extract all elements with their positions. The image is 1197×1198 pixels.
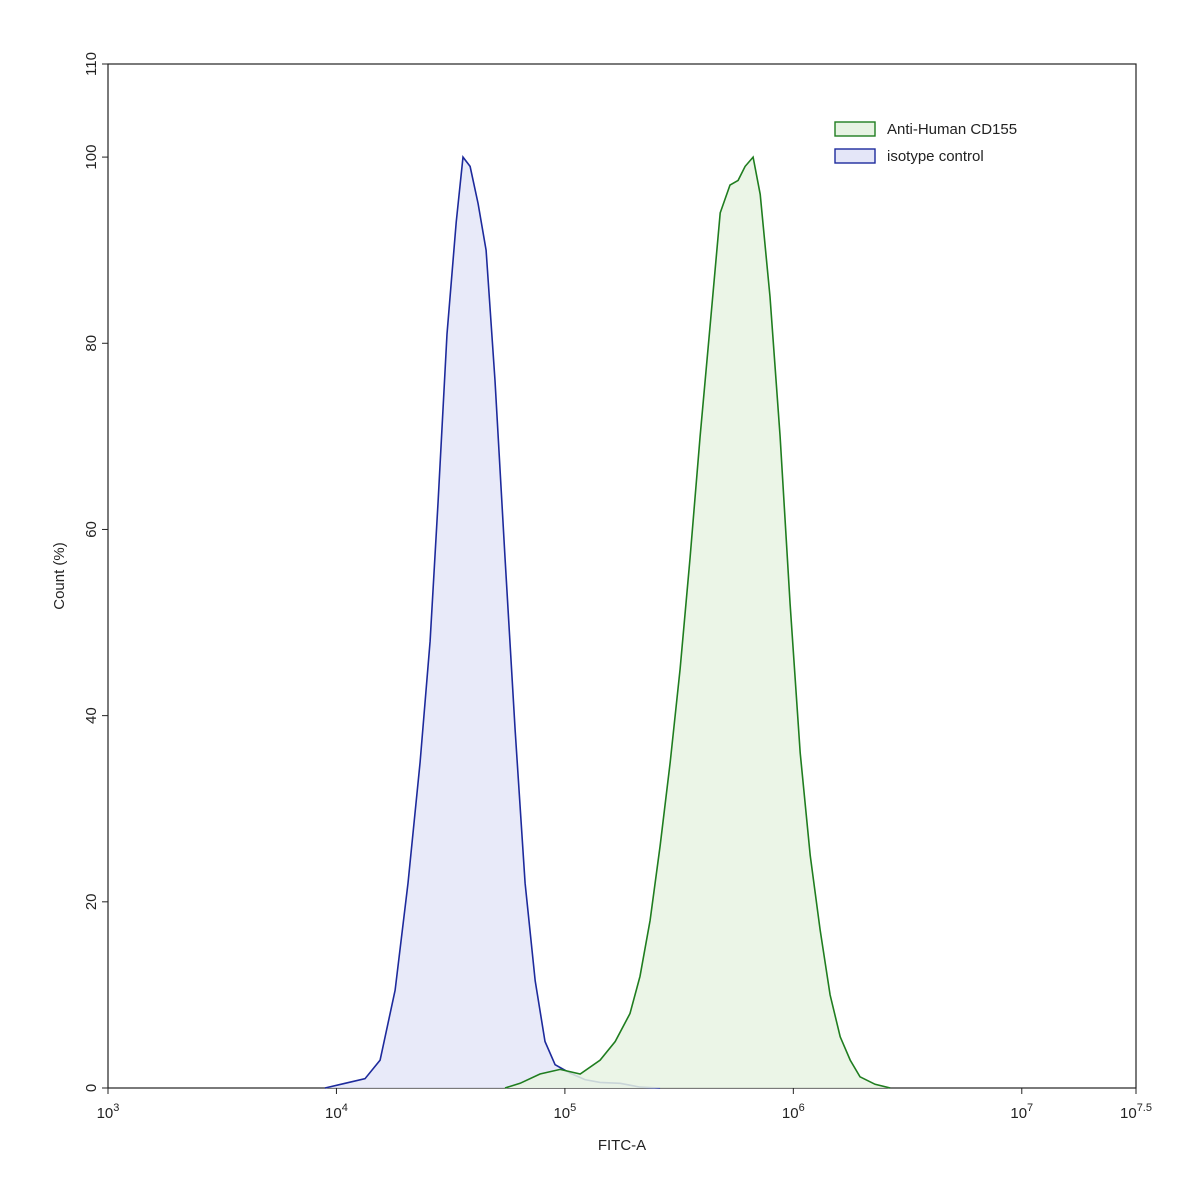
histogram-line — [504, 155, 891, 1089]
x-tick-base: 10 — [553, 1105, 570, 1122]
y-axis-label: Count (%) — [51, 542, 68, 610]
x-tick-base: 10 — [1010, 1105, 1027, 1122]
histogram-fill — [325, 157, 661, 1089]
x-tick-label: 107 — [1010, 1102, 1033, 1122]
y-tick-label: 110 — [83, 52, 100, 76]
y-tick-label: 20 — [83, 893, 100, 910]
x-tick-base: 10 — [1120, 1105, 1137, 1122]
plot-frame — [107, 63, 1137, 1089]
x-tick-base: 10 — [97, 1105, 114, 1122]
x-tick-exponent: 6 — [799, 1102, 805, 1114]
x-tick-base: 10 — [325, 1105, 342, 1122]
legend-label: Anti-Human CD155 — [887, 121, 1017, 138]
y-tick-label: 0 — [83, 1084, 100, 1092]
x-tick-label: 103 — [97, 1102, 120, 1122]
y-tick-label: 40 — [83, 707, 100, 724]
y-tick-label: 60 — [83, 521, 100, 538]
x-tick-exponent: 7 — [1027, 1102, 1033, 1114]
legend-swatch — [834, 148, 876, 164]
x-tick-exponent: 3 — [113, 1102, 119, 1114]
x-tick-base: 10 — [782, 1105, 799, 1122]
legend-label: isotype control — [887, 148, 984, 165]
x-tick-exponent: 5 — [570, 1102, 576, 1114]
y-tick-label: 100 — [83, 145, 100, 170]
x-tick-label: 107.5 — [1120, 1102, 1152, 1122]
x-tick-exponent: 7.5 — [1137, 1102, 1152, 1114]
legend-swatch — [834, 121, 876, 137]
x-tick-label: 106 — [782, 1102, 805, 1122]
x-tick-label: 105 — [553, 1102, 576, 1122]
x-tick-exponent: 4 — [342, 1102, 348, 1114]
y-tick-label: 80 — [83, 335, 100, 352]
histogram-fill — [505, 157, 891, 1089]
x-tick-label: 104 — [325, 1102, 348, 1122]
x-axis-label: FITC-A — [598, 1137, 646, 1154]
